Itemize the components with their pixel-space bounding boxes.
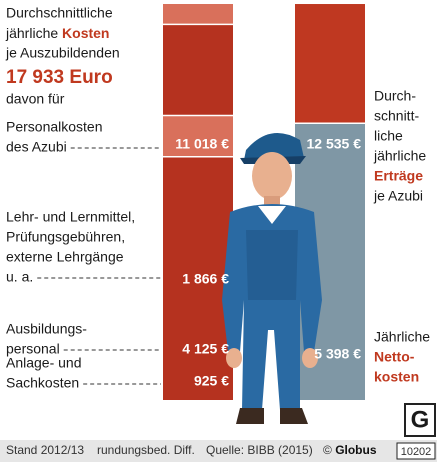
footer-date: Stand 2012/13 bbox=[6, 443, 84, 457]
value-label: 5 398 € bbox=[314, 346, 361, 362]
copyright-sign: © bbox=[323, 443, 332, 457]
segment-label: u. a. bbox=[6, 269, 33, 285]
value-label: 12 535 € bbox=[307, 136, 362, 152]
intro-text: jährliche bbox=[5, 25, 58, 41]
segment-label: Durch- bbox=[374, 88, 416, 104]
intro-line: je Auszubildenden bbox=[5, 45, 120, 61]
value-label: 11 018 € bbox=[175, 136, 229, 152]
segment-label: Jährliche bbox=[374, 329, 430, 345]
segment-label: Sachkosten bbox=[6, 375, 79, 391]
segment-label: des Azubi bbox=[6, 139, 67, 155]
segment-label: je Azubi bbox=[373, 188, 423, 204]
segment-label: liche bbox=[374, 128, 403, 144]
segment-label: kosten bbox=[374, 369, 419, 385]
segment-label: Netto- bbox=[374, 349, 415, 365]
intro-highlight: Kosten bbox=[62, 25, 109, 41]
bar-segment bbox=[163, 4, 233, 24]
segment-label: schnitt- bbox=[374, 108, 419, 124]
intro-line: davon für bbox=[6, 91, 65, 107]
bar-segment bbox=[163, 24, 233, 115]
value-label: 1 866 € bbox=[182, 271, 229, 287]
footer-brand: Globus bbox=[335, 443, 377, 457]
footer-number: 10202 bbox=[401, 446, 432, 458]
value-label: 4 125 € bbox=[182, 341, 229, 357]
segment-label: Prüfungsgebühren, bbox=[6, 229, 125, 245]
footer-source: Quelle: BIBB (2015) bbox=[206, 443, 313, 457]
segment-label: Personalkosten bbox=[6, 119, 103, 135]
footer-copyright: © Globus bbox=[323, 443, 377, 457]
segment-label: Erträge bbox=[374, 168, 423, 184]
total-cost: 17 933 Euro bbox=[6, 67, 113, 88]
footer-note: rundungsbed. Diff. bbox=[97, 443, 195, 457]
globus-logo-letter: G bbox=[411, 406, 430, 433]
intro-line: jährliche Kosten bbox=[5, 25, 109, 41]
segment-label: externe Lehrgänge bbox=[6, 249, 124, 265]
segment-label: Lehr- und Lernmittel, bbox=[6, 209, 135, 225]
bar-segment bbox=[295, 4, 365, 123]
value-label: 925 € bbox=[194, 373, 229, 389]
segment-label: Ausbildungs- bbox=[6, 321, 87, 337]
segment-label: Anlage- und bbox=[6, 355, 82, 371]
intro-line: Durchschnittliche bbox=[6, 5, 113, 21]
segment-label: jährliche bbox=[373, 148, 426, 164]
infographic: Durchschnittliche jährliche Kosten je Au… bbox=[0, 0, 437, 462]
